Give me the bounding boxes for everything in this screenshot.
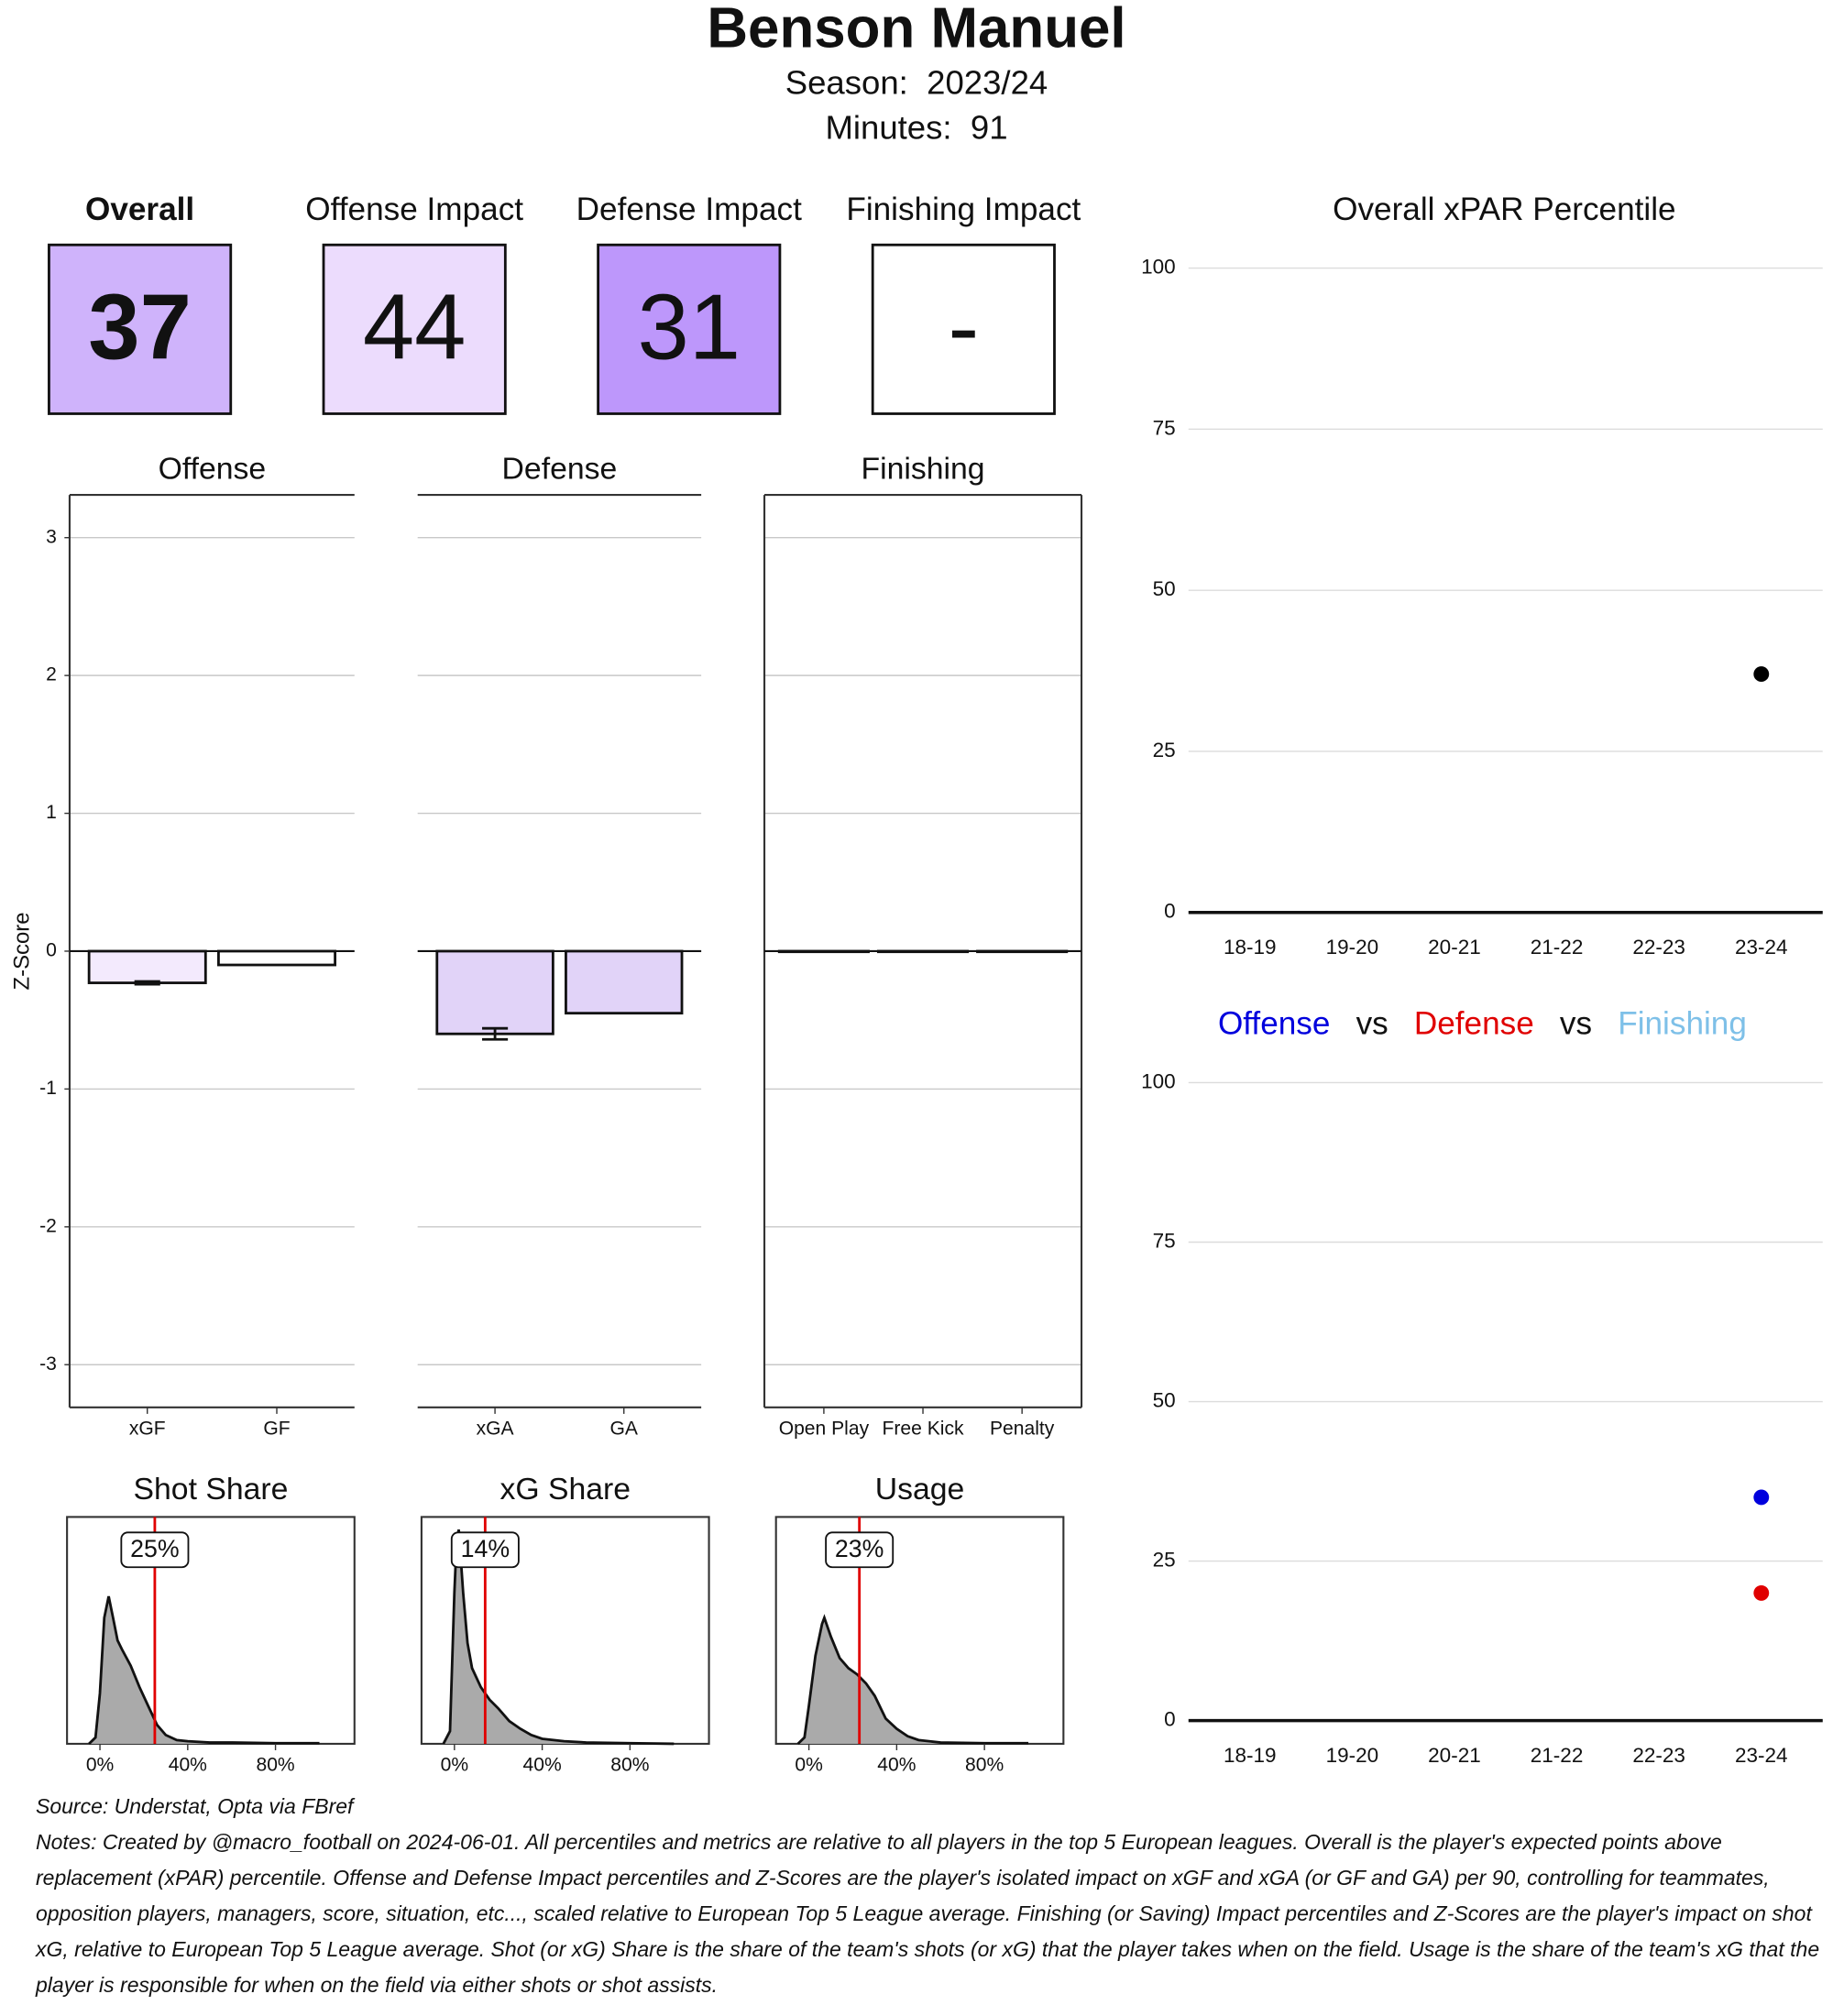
x-tick-label: Open Play	[779, 1418, 870, 1439]
footer: Source: Understat, Opta via FBref Notes:…	[36, 1789, 1823, 2003]
x-tick-label: 40%	[877, 1754, 916, 1775]
legend-entry: Finishing	[1618, 1006, 1747, 1042]
x-tick-label: Free Kick	[883, 1418, 964, 1439]
season: Season: 2023/24	[785, 63, 1048, 101]
x-tick-label: 23-24	[1735, 1744, 1788, 1767]
marker-label: 23%	[835, 1535, 884, 1562]
tile-label: Finishing Impact	[846, 192, 1081, 227]
bar	[435, 949, 554, 1035]
tile-value: 31	[637, 276, 741, 379]
tile-box	[322, 243, 507, 415]
x-tick-label: xGF	[129, 1418, 166, 1439]
x-tick-label: 20-21	[1428, 1744, 1481, 1767]
player-name: Benson Manuel	[707, 0, 1125, 60]
panel-title: Usage	[875, 1472, 965, 1507]
panel-title: Finishing	[861, 451, 984, 486]
y-tick-label: 0	[1164, 900, 1176, 923]
tile-label: Defense Impact	[576, 192, 802, 227]
y-tick-label: 0	[46, 940, 57, 961]
legend-entry: Offense	[1218, 1006, 1330, 1042]
y-tick-label: 1	[46, 802, 57, 823]
y-tick-label: -3	[39, 1353, 57, 1375]
x-tick-label: 40%	[523, 1754, 562, 1775]
x-tick-label: 18-19	[1224, 936, 1277, 959]
y-tick-label: 100	[1141, 255, 1176, 278]
x-tick-label: 80%	[965, 1754, 1004, 1775]
x-tick-label: 21-22	[1531, 1744, 1584, 1767]
error-bar	[482, 1026, 509, 1041]
panel-title: Offense	[159, 451, 267, 486]
density-area	[797, 1617, 1029, 1744]
tile-value: 44	[363, 276, 466, 379]
x-tick-label: GF	[263, 1418, 290, 1439]
marker-label-box	[450, 1531, 520, 1569]
tile-box	[871, 243, 1056, 415]
panel-title: Defense	[502, 451, 618, 486]
x-tick-label: 19-20	[1326, 936, 1379, 959]
y-tick-label: 75	[1153, 416, 1176, 439]
legend-separator: vs	[1560, 1006, 1592, 1042]
x-tick-label: 0%	[86, 1754, 114, 1775]
bar	[565, 949, 684, 1015]
tile-box	[597, 243, 782, 415]
x-tick-label: 21-22	[1531, 936, 1584, 959]
source: Source: Understat, Opta via FBref	[36, 1794, 354, 1818]
x-tick-label: 18-19	[1224, 1744, 1277, 1767]
y-tick-label: -2	[39, 1215, 57, 1236]
bar	[87, 949, 207, 984]
chart-title: Overall xPAR Percentile	[1333, 192, 1675, 227]
y-tick-label: -1	[39, 1078, 57, 1099]
y-tick-label: 50	[1153, 577, 1176, 600]
legend-entry: Defense	[1414, 1006, 1534, 1042]
tile-label: Offense Impact	[305, 192, 523, 227]
legend-separator: vs	[1356, 1006, 1388, 1042]
panel-title: Shot Share	[134, 1472, 289, 1507]
tile-box	[48, 243, 233, 415]
x-tick-label: 20-21	[1428, 936, 1481, 959]
x-tick-label: 80%	[610, 1754, 649, 1775]
density-area	[443, 1529, 675, 1744]
y-axis-label: Z-Score	[10, 912, 35, 990]
x-tick-label: 0%	[441, 1754, 468, 1775]
x-tick-label: 22-23	[1632, 936, 1685, 959]
marker-label-box	[825, 1531, 895, 1569]
point	[1753, 666, 1770, 683]
x-tick-label: 22-23	[1632, 1744, 1685, 1767]
panel-title: xG Share	[499, 1472, 631, 1507]
notes: Notes: Created by @macro_football on 202…	[36, 1830, 1820, 1997]
y-tick-label: 2	[46, 664, 57, 685]
x-tick-label: xGA	[477, 1418, 515, 1439]
minutes: Minutes: 91	[825, 109, 1007, 147]
tile-value: 37	[88, 276, 192, 379]
y-tick-label: 3	[46, 526, 57, 547]
marker-label: 25%	[130, 1535, 179, 1562]
y-tick-label: 25	[1153, 739, 1176, 761]
density-line	[796, 1614, 1029, 1745]
y-tick-label: 0	[1164, 1708, 1176, 1731]
marker-label: 14%	[461, 1535, 510, 1562]
x-tick-label: 19-20	[1326, 1744, 1379, 1767]
error-bar	[134, 980, 160, 986]
point	[1753, 1584, 1770, 1601]
tile-label: Overall	[85, 192, 194, 227]
density-line	[88, 1595, 320, 1745]
marker-label-box	[120, 1531, 190, 1569]
tile-value: -	[948, 276, 979, 379]
y-tick-label: 50	[1153, 1388, 1176, 1411]
x-tick-label: 80%	[256, 1754, 294, 1775]
y-tick-label: 75	[1153, 1229, 1176, 1252]
x-tick-label: 0%	[795, 1754, 822, 1775]
y-tick-label: 100	[1141, 1069, 1176, 1092]
x-tick-label: Penalty	[990, 1418, 1055, 1439]
x-tick-label: GA	[609, 1418, 638, 1439]
y-tick-label: 25	[1153, 1549, 1176, 1572]
legend-title: Offense vs Defense vs Finishing	[1218, 1006, 1747, 1042]
point	[1753, 1489, 1770, 1506]
x-tick-label: 40%	[169, 1754, 207, 1775]
bar	[217, 949, 336, 967]
density-area	[89, 1596, 320, 1744]
x-tick-label: 23-24	[1735, 936, 1788, 959]
